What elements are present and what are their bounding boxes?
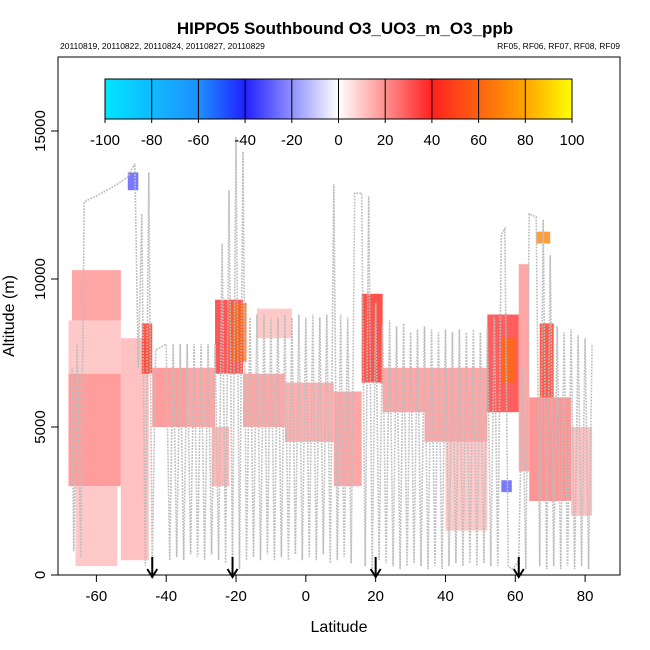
flight-track-line [71, 136, 593, 571]
colorbar-tick-label: -40 [234, 132, 256, 149]
y-tick-label: 15000 [32, 110, 49, 152]
colorbar-tick-label: -80 [141, 132, 163, 149]
x-tick-label: 60 [507, 588, 524, 605]
y-axis-label: Altitude (m) [1, 275, 18, 357]
x-tick-label: 20 [367, 588, 384, 605]
heatmap-cell [529, 397, 572, 501]
x-axis-label: Latitude [311, 619, 368, 636]
plot-frame [57, 56, 621, 576]
y-tick-label: 5000 [32, 410, 49, 443]
heatmap-cell [127, 172, 139, 191]
colorbar-tick-label: 100 [559, 132, 584, 149]
colorbar-tick-label: 0 [334, 132, 342, 149]
arrow-markers [146, 557, 525, 579]
heatmap-cell [243, 373, 285, 427]
subtitle-flights: RF05, RF06, RF07, RF08, RF09 [497, 41, 620, 51]
x-tick-label: -20 [225, 588, 247, 605]
anomaly-heatmap [68, 172, 593, 567]
heatmap-cell [539, 323, 554, 398]
x-tick-label: 40 [437, 588, 454, 605]
colorbar-tick-label: -100 [90, 132, 120, 149]
x-tick-label: -60 [86, 588, 108, 605]
colorbar-tick-label: 20 [377, 132, 394, 149]
heatmap-cell [361, 293, 383, 383]
x-tick-label: 0 [302, 588, 310, 605]
colorbar-tick-label: 40 [424, 132, 441, 149]
colorbar-tick-label: 80 [517, 132, 534, 149]
flight-track [71, 136, 593, 571]
subtitle-dates: 20110819, 20110822, 20110824, 20110827, … [60, 41, 265, 51]
heatmap-cell [256, 308, 292, 339]
x-tick-label: -40 [155, 588, 177, 605]
chart-title: HIPPO5 Southbound O3_UO3_m_O3_ppb [177, 19, 513, 38]
arrow-marker [146, 557, 159, 579]
x-axis: -60 -40 -20 0 20 40 60 80 [86, 575, 594, 605]
arrow-marker [226, 557, 239, 579]
y-tick-label: 0 [32, 571, 49, 579]
y-tick-label: 10000 [32, 258, 49, 300]
heatmap-cell [501, 480, 512, 493]
heatmap-cell [141, 323, 153, 374]
heatmap-cell [152, 367, 188, 427]
x-tick-label: 80 [577, 588, 594, 605]
heatmap-cell [75, 486, 118, 567]
heatmap-cell [518, 264, 530, 472]
colorbar-tick-label: 60 [470, 132, 487, 149]
heatmap-cell [445, 441, 488, 531]
heatmap-cell [68, 373, 121, 487]
colorbar-tick-label: -60 [188, 132, 210, 149]
y-axis: 0 5000 10000 15000 [32, 110, 58, 579]
heatmap-cell [424, 367, 488, 442]
colorbar-tick-label: -20 [281, 132, 303, 149]
heatmap-cell [501, 338, 516, 383]
colorbar: -100 -80 -60 -40 -20 0 20 40 60 80 100 [90, 78, 585, 149]
heatmap-cell [71, 270, 121, 321]
arrow-marker [512, 557, 525, 579]
heatmap-cell [333, 391, 362, 487]
